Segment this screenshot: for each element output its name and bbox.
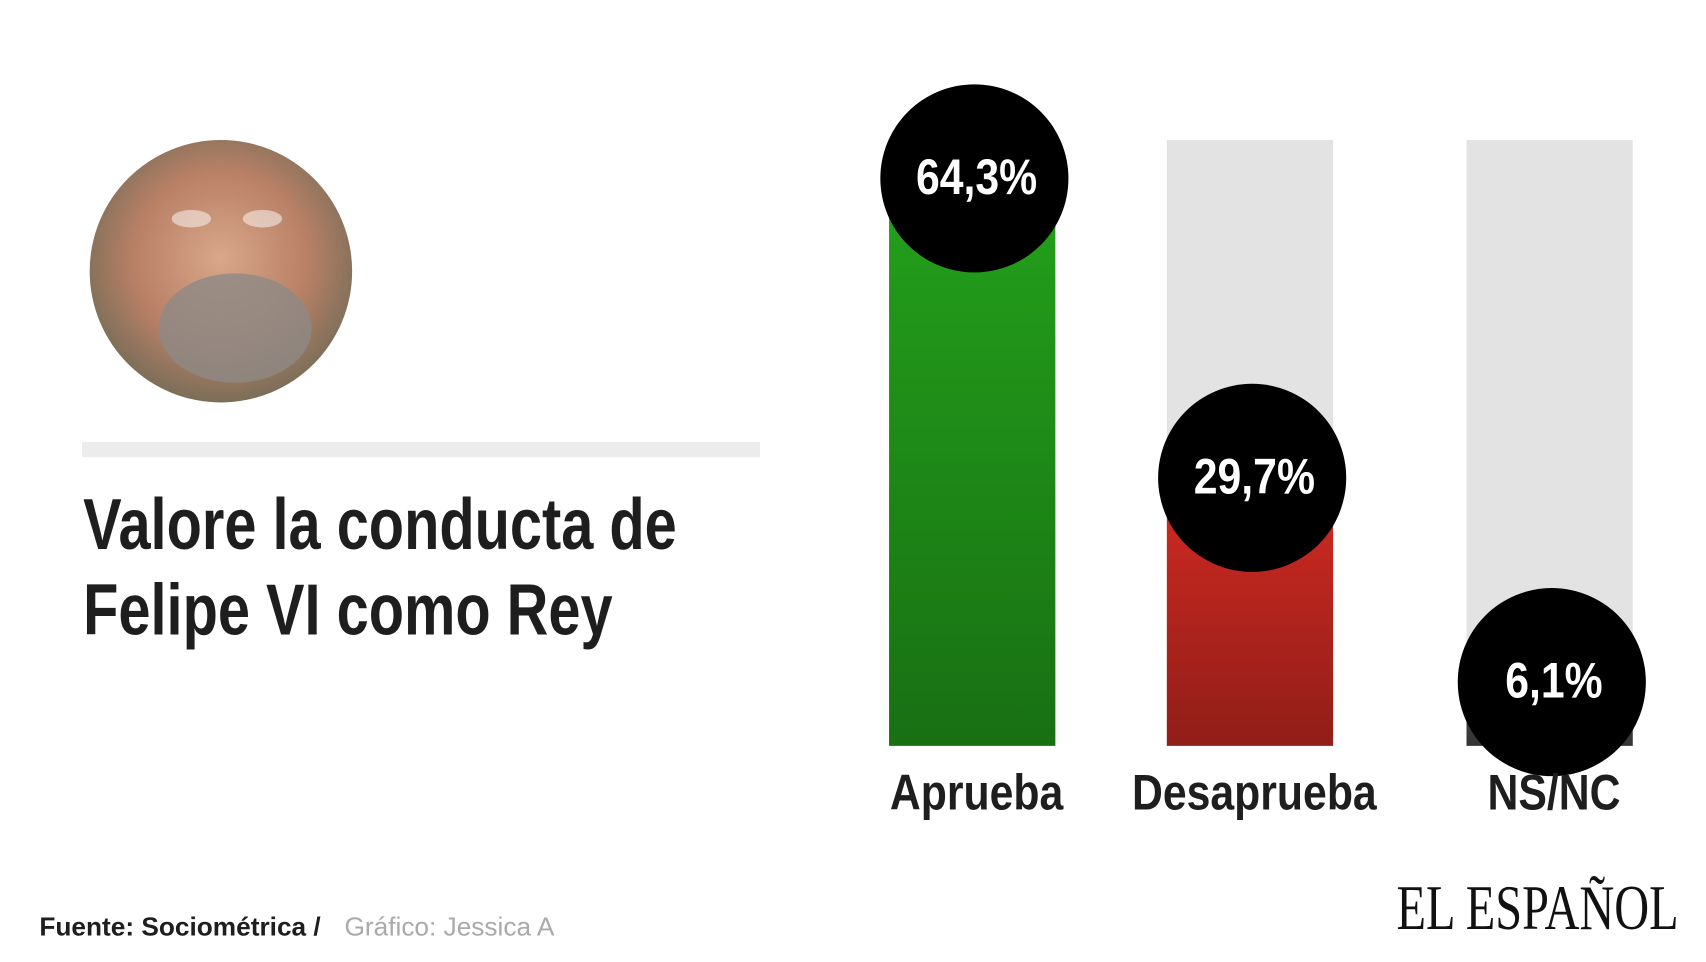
- bar-shade: [889, 189, 1056, 746]
- value-badge: [1457, 588, 1646, 777]
- divider: [82, 441, 761, 458]
- source: Fuente: Sociométrica /: [39, 911, 321, 941]
- chart-title: Valore la conducta de Felipe VI como Rey: [83, 483, 677, 650]
- x-tick-label: Desaprueba: [1132, 764, 1378, 820]
- value-badge: [1158, 383, 1347, 572]
- value-badge: [880, 84, 1069, 273]
- portrait: [89, 139, 353, 403]
- logo: EL ESPAÑOL: [1397, 872, 1679, 943]
- value-label: 6,1%: [1505, 652, 1602, 708]
- value-label: 64,3%: [916, 149, 1037, 205]
- credit: Gráfico: Jessica A: [344, 911, 554, 941]
- x-tick-label: Aprueba: [890, 764, 1064, 820]
- x-tick-label: NS/NC: [1487, 764, 1620, 820]
- value-label: 29,7%: [1194, 448, 1315, 504]
